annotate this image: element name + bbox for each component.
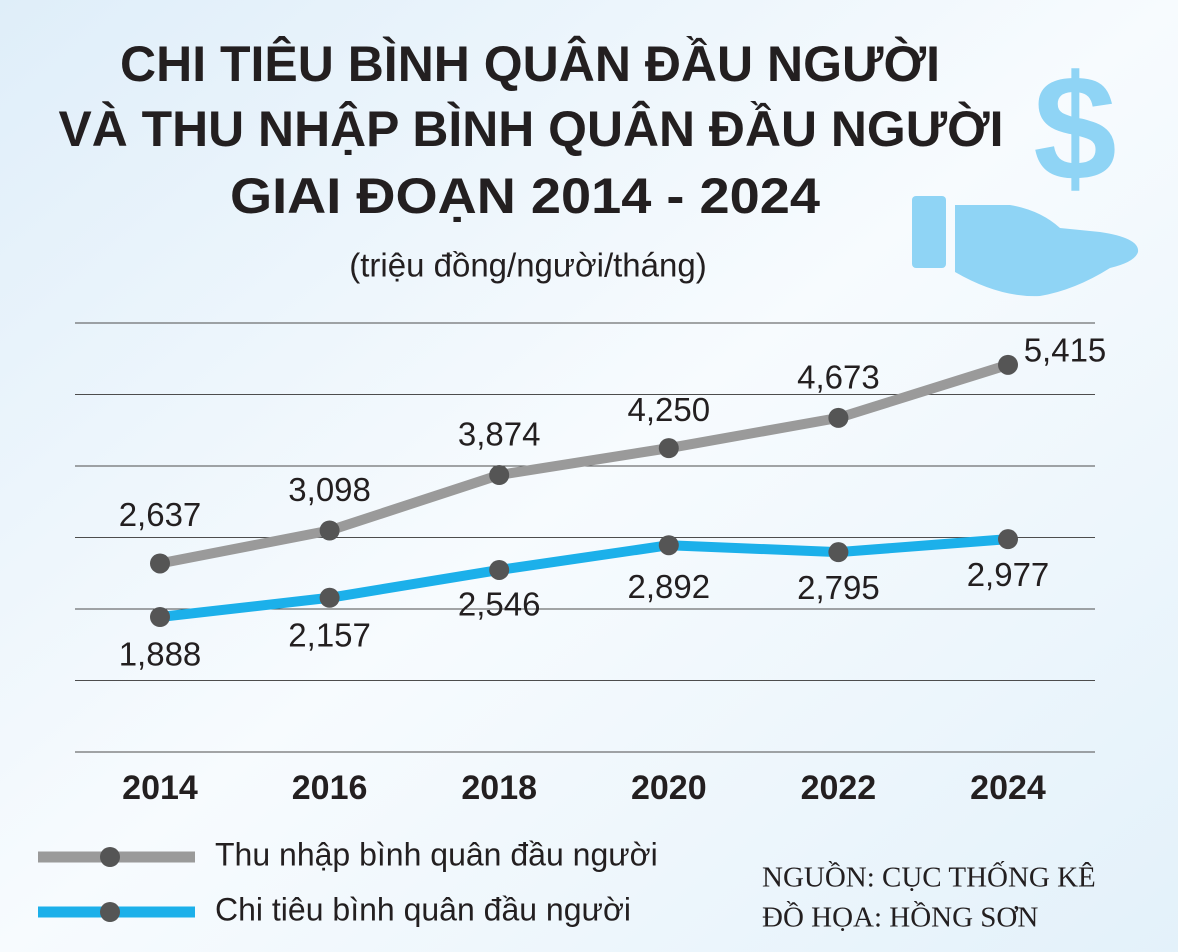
data-point <box>150 553 170 574</box>
data-point <box>658 535 679 556</box>
x-tick-label: 2022 <box>801 769 877 807</box>
data-label: 2,892 <box>628 568 711 605</box>
data-point <box>828 407 849 428</box>
x-tick-label: 2024 <box>970 769 1046 807</box>
data-point <box>319 520 340 541</box>
data-label: 4,673 <box>797 359 880 396</box>
dollar-icon: $ <box>1033 44 1116 212</box>
legend-marker <box>100 902 120 922</box>
x-tick-label: 2016 <box>292 769 368 807</box>
credit: ĐỒ HỌA: HỒNG SƠN <box>762 900 1038 934</box>
data-label: 3,098 <box>288 471 371 508</box>
data-label: 4,250 <box>628 391 711 428</box>
money-hand-icon: $ <box>912 44 1139 297</box>
data-label: 2,637 <box>119 496 202 533</box>
data-point <box>828 542 849 563</box>
data-label: 3,874 <box>458 416 541 453</box>
chart-title: VÀ THU NHẬP BÌNH QUÂN ĐẦU NGƯỜI <box>59 101 1004 157</box>
chart-title: CHI TIÊU BÌNH QUÂN ĐẦU NGƯỜI <box>120 36 940 92</box>
data-label: 2,157 <box>288 616 371 653</box>
data-point <box>998 529 1018 550</box>
legend-label: Chi tiêu bình quân đầu người <box>215 891 631 927</box>
series-line <box>159 360 1010 569</box>
series-line <box>159 534 1009 622</box>
data-label: 5,415 <box>1024 332 1107 369</box>
x-tick-label: 2018 <box>461 769 537 807</box>
data-label: 2,977 <box>967 556 1050 593</box>
data-point <box>319 587 340 608</box>
chart-title: GIAI ĐOẠN 2014 - 2024 <box>230 168 820 224</box>
data-label: 1,888 <box>119 636 202 673</box>
legend-marker <box>100 847 120 867</box>
x-tick-label: 2014 <box>122 769 198 807</box>
data-label: 2,795 <box>797 569 880 606</box>
data-point <box>150 607 170 628</box>
source: NGUỒN: CỤC THỐNG KÊ <box>762 860 1096 894</box>
data-point <box>658 438 679 459</box>
legend-label: Thu nhập bình quân đầu người <box>215 836 658 872</box>
data-point <box>489 559 510 580</box>
data-point <box>489 465 510 486</box>
data-point <box>998 354 1018 375</box>
subtitle: (triệu đồng/người/tháng) <box>349 247 706 284</box>
x-tick-label: 2020 <box>631 769 707 807</box>
data-label: 2,546 <box>458 586 541 623</box>
